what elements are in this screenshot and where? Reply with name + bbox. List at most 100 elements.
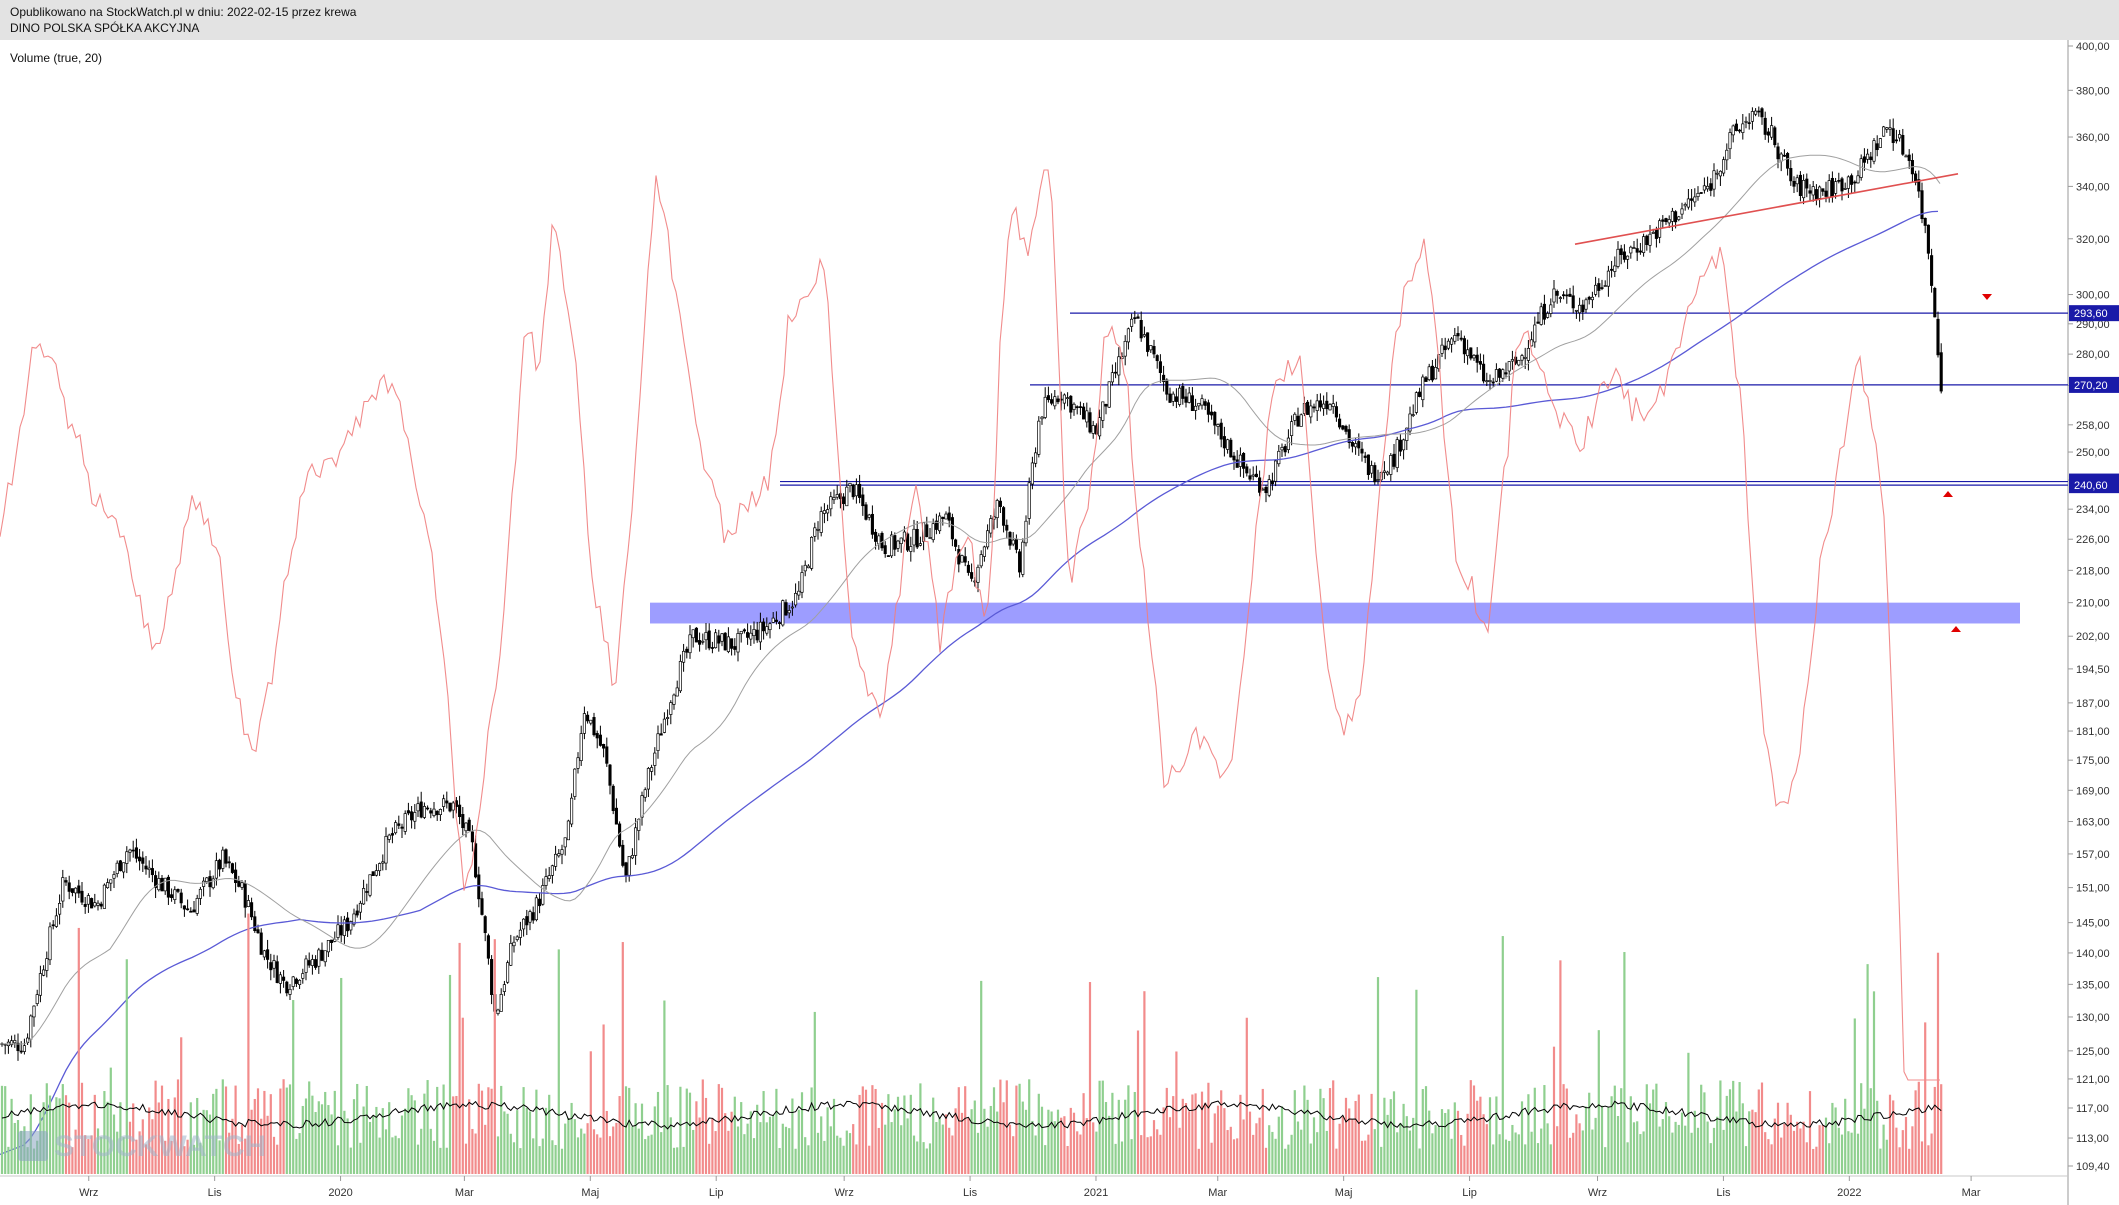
volume-bar [708, 1143, 711, 1174]
volume-bar [634, 1103, 637, 1174]
candle-body [1136, 316, 1140, 319]
volume-bar [1124, 1099, 1127, 1174]
volume-bar [490, 1088, 493, 1174]
volume-bar [1728, 1089, 1732, 1174]
volume-bar [352, 1099, 356, 1174]
candle-body [1091, 425, 1095, 434]
candle-body [224, 849, 228, 864]
volume-bar [90, 1135, 93, 1174]
volume-bar [871, 1085, 874, 1174]
candle-body [669, 702, 673, 715]
volume-bar [1127, 1085, 1130, 1174]
volume-bar [1245, 1017, 1248, 1174]
candle-body [1277, 450, 1281, 465]
volume-bar [1783, 1123, 1786, 1174]
volume-bar [368, 1121, 372, 1174]
volume-bar [1796, 1121, 1799, 1174]
watermark-text: STOCKWATCH [54, 1130, 267, 1163]
candle-body [717, 635, 721, 644]
candle-body [1187, 392, 1191, 403]
volume-bar [1716, 1116, 1719, 1174]
volume-bar [765, 1122, 768, 1174]
candle-body [698, 640, 702, 645]
volume-bar [1511, 1124, 1514, 1174]
volume-bar [413, 1100, 416, 1174]
volume-bar [1479, 1096, 1482, 1174]
candle-body [448, 802, 452, 812]
volume-bar [628, 1087, 631, 1174]
price-tick-label: 258,00 [2076, 420, 2110, 432]
volume-bar [1098, 1080, 1101, 1174]
candle-body [947, 512, 951, 521]
volume-bar [298, 1133, 301, 1174]
volume-bar [820, 1116, 823, 1174]
candle-body [1917, 179, 1921, 192]
candle-body [403, 813, 407, 832]
candle-body [435, 810, 439, 816]
candle-body [554, 853, 558, 867]
candle-body [1440, 344, 1444, 354]
volume-bar [1876, 1100, 1879, 1174]
volume-bar [880, 1102, 884, 1174]
candle-body [317, 949, 321, 967]
candle-body [602, 744, 606, 749]
volume-bar [1856, 1133, 1860, 1174]
volume-bar [621, 942, 624, 1174]
candle-body [438, 809, 442, 816]
candle-body [1645, 235, 1649, 245]
candle-body [355, 910, 359, 916]
candle-body [1181, 386, 1185, 399]
volume-bar [196, 1097, 199, 1174]
volume-bar [1549, 1144, 1552, 1174]
volume-bar [599, 1137, 602, 1174]
volume-bar [1850, 1132, 1853, 1174]
candle-body [794, 592, 798, 606]
candle-body [1654, 229, 1658, 239]
volume-bar [1165, 1087, 1168, 1174]
candle-body [883, 545, 887, 555]
candle-body [1088, 412, 1092, 433]
candle-body [1878, 138, 1882, 148]
candle-body [1162, 374, 1166, 383]
volume-bar [954, 1108, 957, 1174]
candle-body [1245, 466, 1249, 474]
candle-body [416, 803, 420, 812]
candle-body [1139, 320, 1143, 339]
volume-bar [1933, 1086, 1936, 1174]
volume-bar [1671, 1132, 1674, 1174]
volume-bar [1117, 1099, 1120, 1174]
candle-body [957, 549, 961, 565]
volume-bar [1236, 1138, 1239, 1174]
volume-bar [1133, 1091, 1136, 1174]
candle-body [662, 718, 666, 733]
candle-body [1683, 203, 1687, 207]
volume-bar [464, 1143, 468, 1174]
candle-body [1680, 208, 1684, 215]
volume-bar [397, 1138, 400, 1174]
candle-body [1450, 338, 1454, 345]
candle-body [390, 833, 394, 836]
volume-bar [650, 1134, 653, 1174]
candle-body [1606, 270, 1610, 287]
candle-body [1667, 219, 1671, 224]
candle-body [1299, 414, 1303, 427]
volume-bar [1207, 1082, 1210, 1174]
volume-bar [1741, 1103, 1744, 1174]
candle-body [442, 798, 446, 807]
candle-body [1184, 396, 1188, 403]
volume-bar [544, 1107, 548, 1174]
candle-body [688, 634, 692, 654]
candle-body [1414, 392, 1418, 413]
candle-body [1222, 436, 1226, 449]
volume-bar [1252, 1134, 1255, 1174]
volume-bar [1389, 1099, 1392, 1174]
candle-body [131, 849, 135, 852]
candle-body [128, 849, 132, 853]
volume-bar [112, 1114, 116, 1174]
volume-bar [989, 1105, 992, 1174]
candle-body [1232, 455, 1236, 461]
candle-body [1757, 110, 1761, 113]
volume-bar [1700, 1084, 1703, 1174]
volume-bar [528, 1111, 532, 1174]
candle-body [1069, 395, 1073, 413]
